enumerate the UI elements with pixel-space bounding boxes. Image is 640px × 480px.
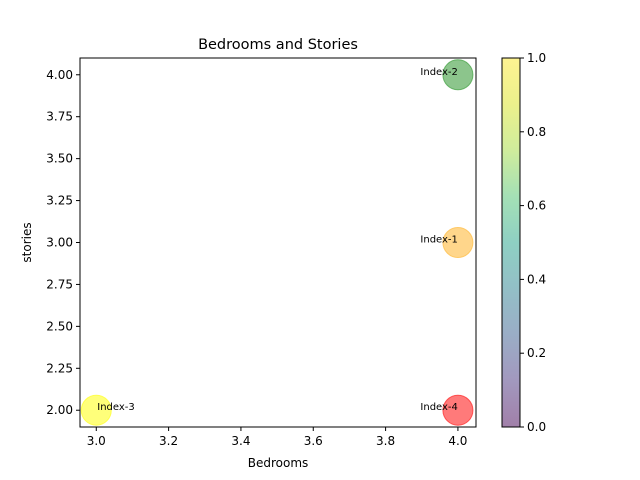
points-layer: Index-1 Index-2 Index-3 Index-4 <box>80 59 474 426</box>
x-tick-label: 3.4 <box>231 434 250 448</box>
colorbar-tick-label: 1.0 <box>527 51 546 65</box>
x-tick-label: 3.2 <box>159 434 178 448</box>
y-tick-label: 2.25 <box>46 361 73 375</box>
data-point-2 <box>442 59 474 91</box>
colorbar-tick-label: 0.6 <box>527 199 546 213</box>
data-point-4 <box>442 394 474 426</box>
data-point-1 <box>442 227 474 258</box>
x-tick-label: 3.6 <box>304 434 323 448</box>
data-point-3 <box>80 394 112 426</box>
colorbar-tick-label: 0.2 <box>527 346 546 360</box>
y-tick-label: 2.00 <box>46 403 73 417</box>
chart-title: Bedrooms and Stories <box>198 37 358 53</box>
colorbar-gradient <box>502 58 520 427</box>
colorbar-tick-label: 0.8 <box>527 125 546 139</box>
y-tick-label: 3.00 <box>46 236 73 250</box>
colorbar-tick-label: 0.0 <box>527 420 546 434</box>
y-axis-label: stories <box>20 222 34 262</box>
y-tick-label: 4.00 <box>46 68 73 82</box>
y-tick-label: 3.25 <box>46 194 73 208</box>
data-point-label: Index-3 <box>97 402 135 413</box>
y-tick-label: 3.75 <box>46 110 73 124</box>
x-axis-label: Bedrooms <box>248 456 309 470</box>
colorbar-tick-label: 0.4 <box>527 272 546 286</box>
x-tick-label: 3.8 <box>376 434 395 448</box>
x-tick-label: 4.0 <box>448 434 467 448</box>
data-point-label: Index-2 <box>420 67 458 78</box>
y-tick-label: 2.75 <box>46 277 73 291</box>
colorbar-ticks: 0.0 0.2 0.4 0.6 0.8 1.0 <box>520 51 546 434</box>
x-tick-label: 3.0 <box>87 434 106 448</box>
y-axis: 2.00 2.25 2.50 2.75 3.00 3.25 3.50 3.75 4.00 <box>46 68 80 417</box>
data-point-label: Index-1 <box>420 235 458 246</box>
x-axis: 3.0 3.2 3.4 3.6 3.8 4.0 <box>87 427 467 448</box>
y-tick-label: 2.50 <box>46 319 73 333</box>
colorbar-frame <box>501 57 521 428</box>
plot-area-frame <box>79 57 477 428</box>
data-point-label: Index-4 <box>420 402 458 413</box>
y-tick-label: 3.50 <box>46 152 73 166</box>
colorbar: 0.0 0.2 0.4 0.6 0.8 1.0 <box>501 51 546 434</box>
